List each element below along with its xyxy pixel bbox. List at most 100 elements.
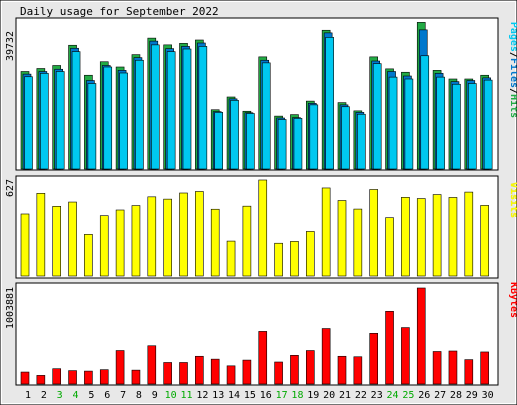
- bar-kbytes-day-3: [52, 368, 62, 385]
- bar-visits-day-10: [163, 198, 172, 277]
- ymax-label-hits: 39732: [5, 31, 16, 61]
- bar-kbytes-day-1: [20, 371, 30, 385]
- bar-visits-day-18: [290, 241, 299, 277]
- bar-pages-day-22: [357, 113, 366, 170]
- bar-visits-day-24: [385, 217, 394, 277]
- bar-kbytes-day-30: [480, 351, 489, 385]
- x-label-day-27: 27: [434, 390, 446, 401]
- bar-pages-day-10: [166, 51, 176, 170]
- legend-visits: Visits: [508, 182, 517, 218]
- bar-pages-day-8: [135, 59, 144, 170]
- bar-pages-day-5: [87, 83, 97, 170]
- bar-visits-day-7: [115, 209, 125, 277]
- bar-visits-day-2: [36, 193, 46, 277]
- bar-visits-day-19: [305, 231, 315, 277]
- bar-visits-day-29: [464, 191, 474, 277]
- x-axis-day-labels: 1 2 3 4 5 6 7 8 9 10 11 12 13 14 15 16 17 18 19 20 21 22 23 24 2…: [25, 390, 494, 401]
- bar-visits-day-21: [337, 200, 347, 277]
- bar-kbytes-day-26: [416, 287, 426, 385]
- bar-visits-day-30: [480, 205, 489, 277]
- x-label-day-22: 22: [355, 390, 367, 401]
- bar-pages-day-9: [151, 44, 160, 170]
- bar-visits-day-9: [147, 196, 157, 277]
- x-label-day-8: 8: [136, 390, 142, 401]
- bar-kbytes-day-25: [401, 327, 410, 385]
- bar-pages-day-18: [293, 118, 303, 170]
- legend-hits-files-pages: Pages/Files/Hits: [508, 22, 517, 118]
- bar-pages-day-23: [372, 63, 382, 170]
- bar-visits-day-22: [353, 208, 363, 277]
- x-label-day-14: 14: [228, 390, 240, 401]
- x-label-day-18: 18: [291, 390, 303, 401]
- bar-kbytes-day-21: [337, 355, 347, 385]
- x-label-day-25: 25: [402, 390, 414, 401]
- bar-kbytes-day-10: [163, 362, 172, 385]
- x-label-day-21: 21: [339, 390, 351, 401]
- bar-pages-day-12: [198, 46, 208, 170]
- legend-part-0: Pages: [508, 22, 517, 52]
- x-label-day-28: 28: [450, 390, 462, 401]
- bars-hits-files-pages: [20, 22, 493, 170]
- legend-kbytes: KBytes: [508, 282, 517, 318]
- x-label-day-23: 23: [371, 390, 383, 401]
- bar-visits-day-23: [369, 189, 379, 277]
- x-label-day-20: 20: [323, 390, 335, 401]
- x-label-day-12: 12: [196, 390, 208, 401]
- bar-kbytes-day-28: [448, 350, 458, 385]
- bar-visits-day-28: [448, 197, 458, 277]
- legend-part-2: Files: [508, 58, 517, 88]
- bar-pages-day-1: [24, 76, 33, 170]
- x-label-day-4: 4: [73, 390, 79, 401]
- bar-visits-day-17: [274, 242, 283, 277]
- bar-visits-day-11: [179, 192, 188, 277]
- bar-pages-day-15: [246, 113, 255, 170]
- bar-kbytes-day-15: [242, 359, 252, 385]
- bar-kbytes-day-5: [84, 370, 93, 385]
- bar-pages-day-14: [230, 100, 239, 170]
- bar-kbytes-day-24: [385, 311, 394, 385]
- bars-kbytes: [20, 287, 489, 385]
- bar-kbytes-day-13: [210, 358, 220, 385]
- bar-visits-day-20: [321, 187, 331, 277]
- x-label-day-3: 3: [57, 390, 63, 401]
- x-label-day-17: 17: [276, 390, 288, 401]
- x-label-day-2: 2: [41, 390, 47, 401]
- bar-pages-day-29: [467, 83, 477, 170]
- legend-part-4: Hits: [508, 94, 517, 118]
- bar-pages-day-30: [483, 79, 493, 170]
- bar-pages-day-3: [55, 71, 65, 170]
- bar-kbytes-day-8: [131, 369, 141, 385]
- x-label-day-15: 15: [244, 390, 256, 401]
- bar-kbytes-day-19: [305, 350, 315, 385]
- bar-pages-day-27: [436, 76, 445, 170]
- bar-visits-day-5: [84, 234, 93, 277]
- bar-kbytes-day-17: [274, 361, 283, 385]
- x-label-day-7: 7: [120, 390, 126, 401]
- bar-visits-day-12: [195, 191, 204, 277]
- x-label-day-9: 9: [152, 390, 158, 401]
- bar-pages-day-2: [40, 73, 49, 170]
- bar-visits-day-4: [68, 201, 77, 277]
- bars-visits: [20, 179, 489, 277]
- bar-pages-day-11: [182, 48, 192, 170]
- x-label-day-13: 13: [212, 390, 224, 401]
- bar-visits-day-1: [20, 213, 30, 277]
- x-label-day-6: 6: [104, 390, 110, 401]
- x-label-day-11: 11: [180, 390, 192, 401]
- bar-pages-day-20: [325, 37, 334, 170]
- bar-visits-day-8: [131, 205, 141, 277]
- bar-visits-day-13: [210, 208, 220, 277]
- x-label-day-19: 19: [307, 390, 319, 401]
- bar-visits-day-16: [258, 179, 268, 277]
- bar-visits-day-27: [432, 194, 442, 277]
- bar-visits-day-6: [99, 215, 109, 277]
- panel-kbytes: [15, 282, 499, 386]
- bar-pages-day-26: [420, 55, 430, 170]
- bar-visits-day-15: [242, 205, 252, 277]
- x-label-day-29: 29: [466, 390, 478, 401]
- bar-pages-day-16: [261, 62, 271, 170]
- bar-pages-day-13: [214, 112, 223, 170]
- bar-kbytes-day-12: [195, 355, 204, 385]
